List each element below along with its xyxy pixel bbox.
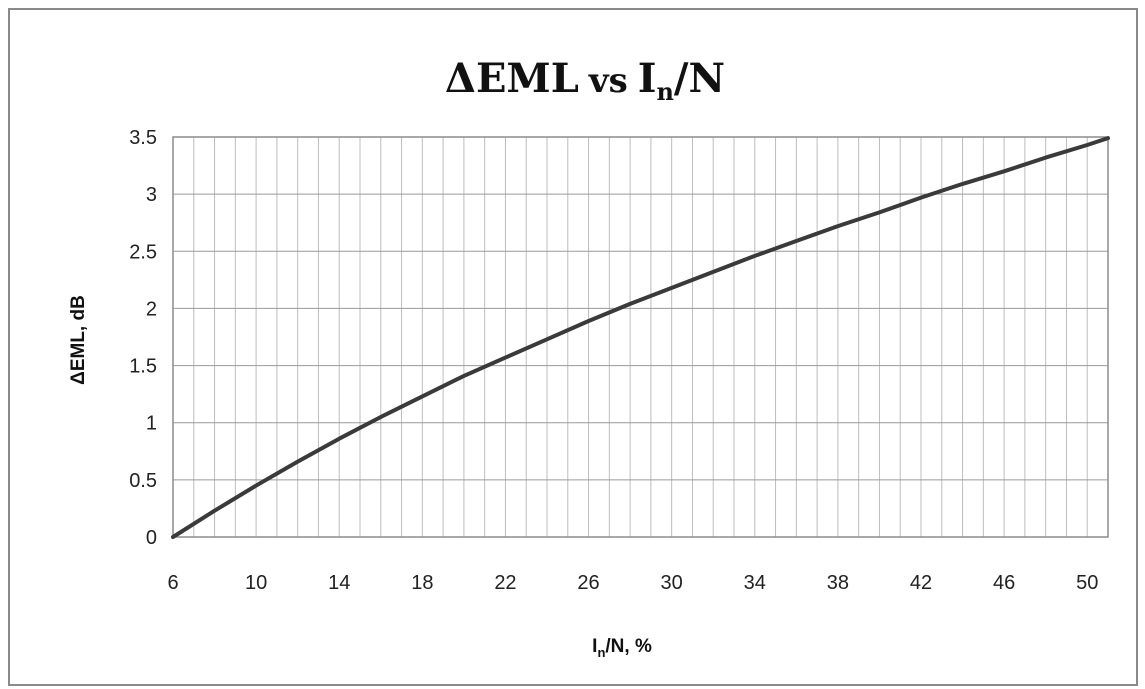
x-axis-title: In/N, % <box>592 636 652 660</box>
x-tick-label: 42 <box>910 572 932 594</box>
y-tick-label: 3.5 <box>129 127 157 149</box>
y-tick-label: 2 <box>146 298 157 320</box>
chart-title: ΔEML vs In/N <box>445 55 725 106</box>
y-tick-label: 2.5 <box>129 241 157 263</box>
x-tick-labels: 6 10 14 18 22 26 30 34 38 42 46 50 <box>167 572 1098 594</box>
x-tick-label: 46 <box>993 572 1015 594</box>
chart-title-main: ΔEML <box>445 55 579 102</box>
y-axis-title: ΔEML, dB <box>68 295 89 385</box>
series-layer <box>171 136 1110 539</box>
x-axis-title-rest: /N, % <box>605 636 652 657</box>
x-tick-label: 26 <box>577 572 599 594</box>
x-tick-label: 50 <box>1076 572 1098 594</box>
plot-area-border <box>172 136 1109 538</box>
x-tick-label: 10 <box>245 572 267 594</box>
x-tick-label: 14 <box>328 572 350 594</box>
x-tick-label: 6 <box>167 572 178 594</box>
chart-title-rest: /N <box>674 55 725 102</box>
x-tick-label: 22 <box>494 572 516 594</box>
chart-title-var: I <box>638 55 657 102</box>
x-tick-label: 18 <box>411 572 433 594</box>
y-tick-label: 1.5 <box>129 356 157 378</box>
series-line <box>171 136 1110 539</box>
x-tick-label: 34 <box>744 572 766 594</box>
chart-svg: ΔEML vs In/N 6 10 14 18 22 26 30 34 38 42 46 50 00.51… <box>68 55 1110 660</box>
grid-layer <box>172 136 1109 538</box>
y-tick-labels: 0 0.5 1 1.5 2 2.5 3 3.5 <box>129 127 157 549</box>
x-axis-title-sub: n <box>597 645 605 660</box>
x-tick-label: 38 <box>827 572 849 594</box>
y-tick-label: 3 <box>146 184 157 206</box>
x-tick-label: 30 <box>661 572 683 594</box>
y-tick-label: 0.5 <box>129 470 157 492</box>
chart-title-sub: n <box>656 77 673 106</box>
chart-title-vs: vs <box>588 61 628 101</box>
chart-frame: ΔEML vs In/N 6 10 14 18 22 26 30 34 38 42 46 50 0 0.5 1… <box>8 8 1138 686</box>
y-tick-label: 0 <box>146 527 157 549</box>
y-tick-label: 1 <box>146 413 157 435</box>
x-axis-title-var: I <box>592 636 597 657</box>
